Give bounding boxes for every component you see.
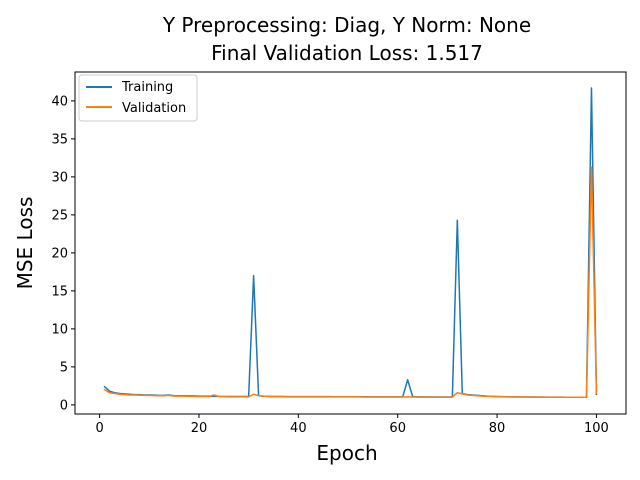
legend-label-training: Training <box>121 80 173 95</box>
y-axis: 0 5 10 15 20 25 30 35 40 <box>51 94 75 413</box>
series-line-training <box>103 87 598 399</box>
series-line-validation <box>103 166 598 399</box>
y-tick-label: 25 <box>51 208 68 223</box>
y-tick-label: 15 <box>51 284 68 299</box>
chart-title-line1: Y Preprocessing: Diag, Y Norm: None <box>162 13 531 37</box>
series-layer <box>103 87 598 399</box>
x-tick-label: 0 <box>95 421 103 436</box>
y-tick-label: 30 <box>51 170 68 185</box>
y-tick-label: 35 <box>51 132 68 147</box>
y-tick-label: 20 <box>51 246 68 261</box>
y-tick-label: 0 <box>60 398 68 413</box>
y-tick-label: 10 <box>51 322 68 337</box>
y-axis-label: MSE Loss <box>13 197 37 290</box>
x-tick-label: 60 <box>389 421 406 436</box>
y-tick-label: 40 <box>51 94 68 109</box>
x-tick-label: 20 <box>191 421 208 436</box>
y-tick-label: 5 <box>60 360 68 375</box>
legend: Training Validation <box>78 74 198 122</box>
plot-frame <box>74 71 627 415</box>
chart-title-line2: Final Validation Loss: 1.517 <box>211 41 483 65</box>
x-axis-label: Epoch <box>316 441 377 465</box>
x-tick-label: 40 <box>290 421 307 436</box>
legend-label-validation: Validation <box>122 101 186 116</box>
x-tick-label: 100 <box>584 421 609 436</box>
x-axis: 0 20 40 60 80 100 <box>95 414 609 436</box>
x-tick-label: 80 <box>489 421 506 436</box>
